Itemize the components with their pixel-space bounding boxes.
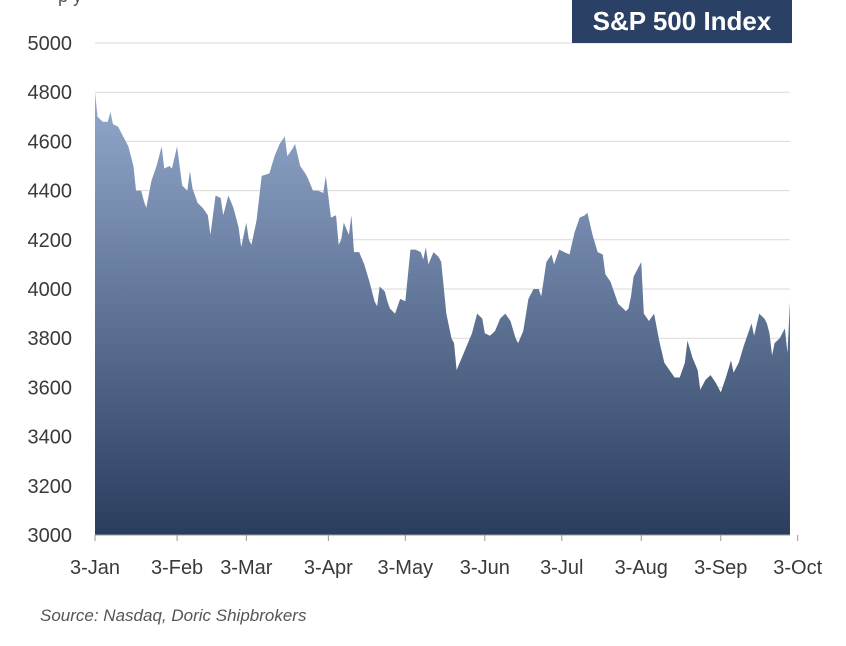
x-tick-label: 3-May bbox=[378, 557, 434, 579]
x-tick-label: 3-Feb bbox=[151, 557, 203, 579]
partial-subtitle: p y bbox=[58, 0, 82, 7]
x-tick-labels: 3-Jan 3-Feb 3-Mar 3-Apr 3-May 3-Jun 3-Jul 3-Aug… bbox=[70, 557, 823, 579]
x-tick-label: 3-Mar bbox=[220, 557, 273, 579]
y-tick-label: 3800 bbox=[28, 328, 73, 350]
y-tick-label: 4000 bbox=[28, 279, 73, 301]
x-tick-label: 3-Aug bbox=[615, 557, 668, 579]
y-tick-label: 3000 bbox=[28, 525, 73, 547]
x-tick-label: 3-Jun bbox=[460, 557, 510, 579]
x-tick-label: 3-Jul bbox=[540, 557, 583, 579]
x-tick-label: 3-Sep bbox=[694, 557, 747, 579]
y-tick-label: 4800 bbox=[28, 82, 73, 104]
source-note: Source: Nasdaq, Doric Shipbrokers bbox=[40, 606, 307, 625]
x-tick-label: 3-Apr bbox=[304, 557, 353, 579]
y-tick-label: 5000 bbox=[28, 33, 73, 55]
y-tick-label: 4400 bbox=[28, 181, 73, 203]
x-tick-label: 3-Jan bbox=[70, 557, 120, 579]
x-tick-label: 3-Oct bbox=[773, 557, 822, 579]
y-tick-labels: 3000 3200 3400 3600 3800 4000 4200 4400 4600 4800… bbox=[28, 33, 73, 547]
y-tick-label: 3200 bbox=[28, 476, 73, 498]
y-tick-label: 4200 bbox=[28, 230, 73, 252]
axes bbox=[94, 534, 799, 541]
area-series bbox=[95, 92, 790, 535]
y-tick-label: 4600 bbox=[28, 131, 73, 153]
y-tick-label: 3600 bbox=[28, 377, 73, 399]
y-tick-label: 3400 bbox=[28, 427, 73, 449]
sp500-area bbox=[95, 92, 790, 535]
chart-title: S&P 500 Index bbox=[572, 0, 792, 43]
